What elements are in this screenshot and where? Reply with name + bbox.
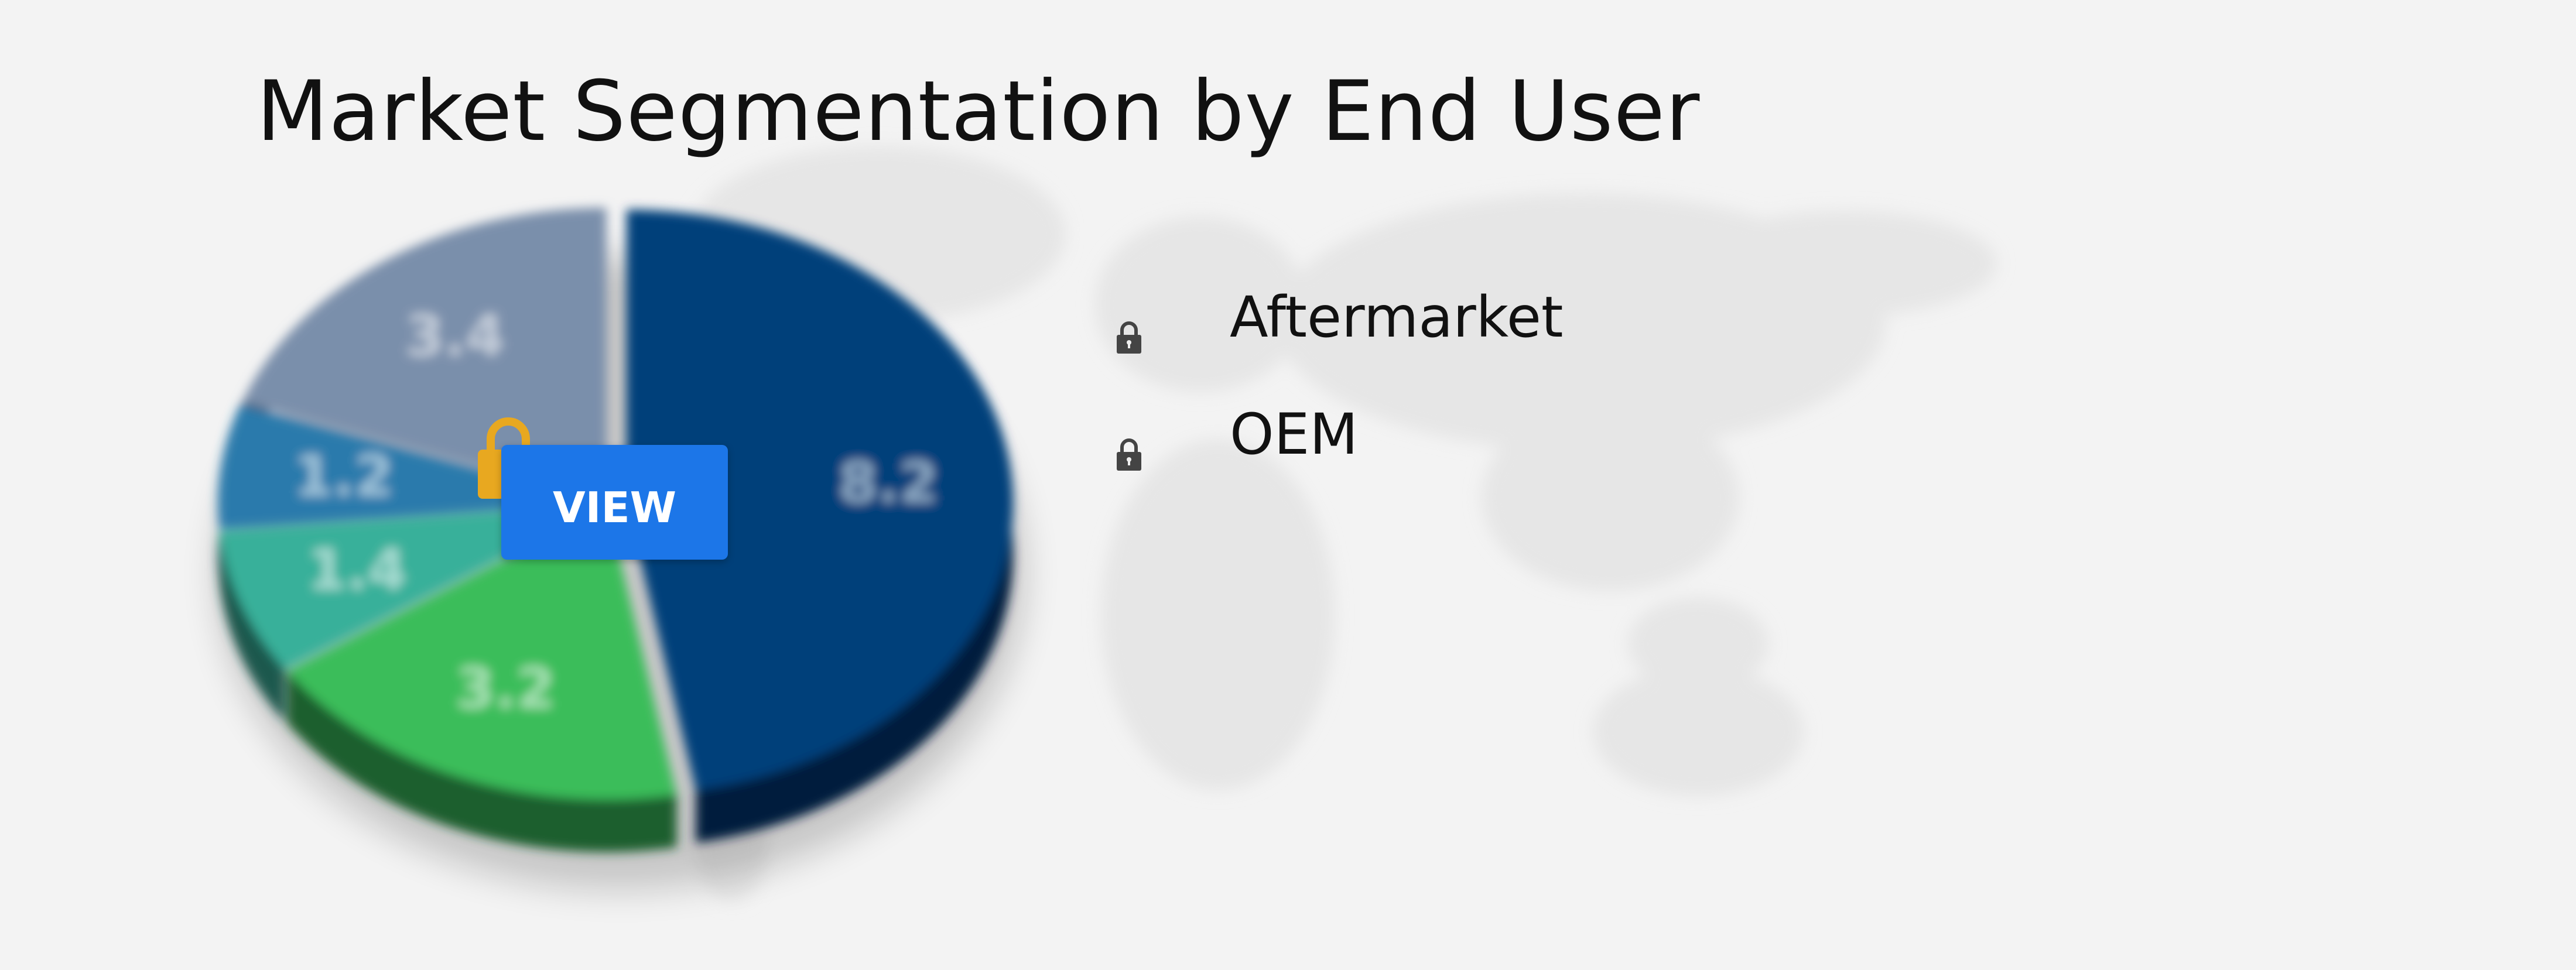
chart-title: Market Segmentation by End User (256, 63, 1701, 160)
lock-icon (1117, 438, 1141, 471)
legend-label: OEM (1230, 402, 1359, 467)
pie-slice-1 (287, 506, 677, 800)
pie-slice-side (287, 671, 677, 852)
pie-slice-0 (626, 209, 1013, 790)
legend-label: Aftermarket (1230, 285, 1564, 350)
pie-slice-side (220, 531, 285, 722)
view-button[interactable]: VIEW (501, 445, 728, 560)
legend-item-oem: OEM (1116, 402, 1358, 471)
pie-slice-label: 1.2 (294, 443, 394, 509)
lock-icon (1117, 321, 1141, 354)
pie-slice-label: 8.2 (839, 450, 938, 515)
legend-item-aftermarket: Aftermarket (1116, 285, 1564, 354)
pie-slice-label: 3.2 (456, 656, 555, 721)
pie-slice-label: 1.4 (307, 537, 407, 602)
pie-slice-label: 3.4 (405, 303, 505, 369)
